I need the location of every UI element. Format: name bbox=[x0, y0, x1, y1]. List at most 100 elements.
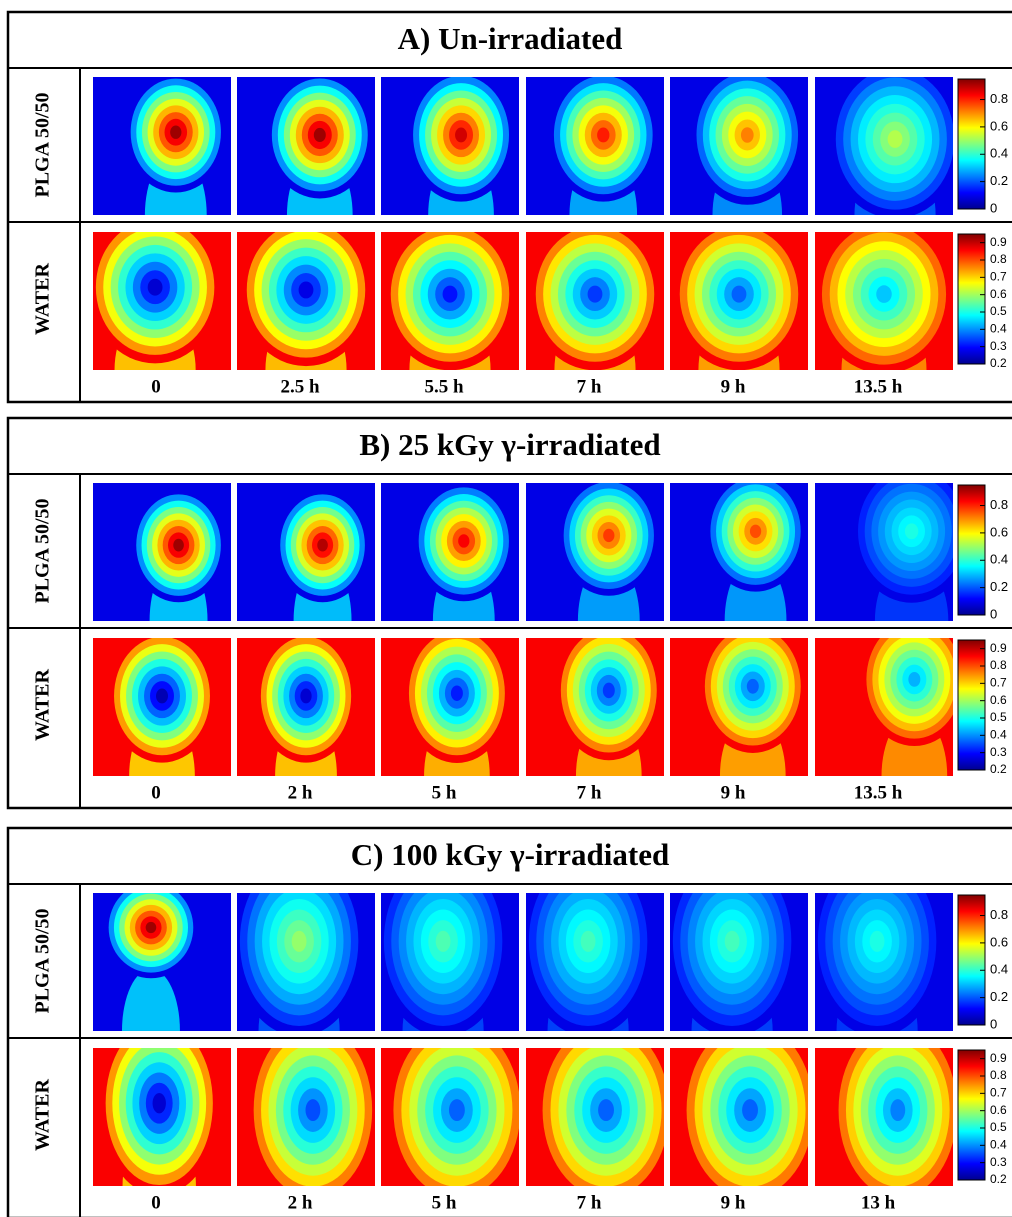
heatmap-image bbox=[93, 638, 231, 776]
colorbar-tick-label: 0.6 bbox=[990, 287, 1007, 301]
heatmap-image bbox=[93, 483, 231, 621]
colorbar-tick-label: 0.5 bbox=[990, 1120, 1007, 1134]
heatmap-image bbox=[815, 77, 953, 215]
panel-frame bbox=[6, 416, 1012, 810]
colorbar-tick-label: 0.4 bbox=[990, 1138, 1007, 1152]
heatmap-image bbox=[237, 1048, 375, 1186]
colorbar bbox=[957, 484, 986, 616]
heatmap-image bbox=[381, 893, 519, 1031]
colorbar-tick-label: 0.6 bbox=[990, 1103, 1007, 1117]
heatmap-image bbox=[237, 638, 375, 776]
heatmap-image bbox=[670, 77, 808, 215]
colorbar bbox=[957, 894, 986, 1026]
colorbar-tick-label: 0.6 bbox=[990, 934, 1008, 949]
time-label: 0 bbox=[151, 1192, 161, 1213]
heatmap-image bbox=[815, 232, 953, 370]
panel-frame bbox=[6, 826, 1012, 1217]
time-label: 7 h bbox=[577, 782, 602, 803]
colorbar bbox=[957, 78, 986, 210]
heatmap-image bbox=[815, 483, 953, 621]
heatmap-image bbox=[526, 77, 664, 215]
panel-title: C) 100 kGy γ-irradiated bbox=[351, 837, 669, 872]
time-label: 5.5 h bbox=[424, 376, 464, 397]
colorbar-tick-label: 0 bbox=[990, 1016, 997, 1031]
time-label: 13 h bbox=[861, 1192, 896, 1213]
colorbar-tick-label: 0.8 bbox=[990, 497, 1008, 512]
heatmap-image bbox=[670, 638, 808, 776]
colorbar-tick-label: 0.8 bbox=[990, 252, 1007, 266]
time-label: 2 h bbox=[288, 1192, 313, 1213]
colorbar-tick-label: 0.8 bbox=[990, 658, 1007, 672]
heatmap-image bbox=[381, 77, 519, 215]
heatmap-image bbox=[815, 638, 953, 776]
row-label: WATER bbox=[32, 669, 54, 741]
heatmap-image bbox=[815, 893, 953, 1031]
colorbar-tick-label: 0 bbox=[990, 606, 997, 621]
colorbar-tick-label: 0.7 bbox=[990, 1086, 1007, 1100]
heatmap-image bbox=[670, 232, 808, 370]
colorbar-tick-label: 0 bbox=[990, 200, 997, 215]
heatmap-image bbox=[381, 1048, 519, 1186]
row-label: WATER bbox=[32, 263, 54, 335]
colorbar-tick-label: 0.4 bbox=[990, 146, 1008, 161]
heatmap-image bbox=[93, 1048, 231, 1186]
colorbar-tick-label: 0.8 bbox=[990, 907, 1008, 922]
colorbar-tick-label: 0.8 bbox=[990, 91, 1008, 106]
time-label: 0 bbox=[151, 376, 161, 397]
time-label: 7 h bbox=[577, 376, 602, 397]
colorbar-tick-label: 0.3 bbox=[990, 745, 1007, 759]
colorbar-tick-label: 0.6 bbox=[990, 524, 1008, 539]
heatmap-image bbox=[237, 893, 375, 1031]
colorbar-tick-label: 0.5 bbox=[990, 710, 1007, 724]
colorbar-tick-label: 0.3 bbox=[990, 1155, 1007, 1169]
colorbar-tick-label: 0.4 bbox=[990, 962, 1008, 977]
colorbar-tick-label: 0.8 bbox=[990, 1068, 1007, 1082]
heatmap-image bbox=[670, 1048, 808, 1186]
heatmap-image bbox=[381, 638, 519, 776]
time-label: 13.5 h bbox=[854, 376, 903, 397]
time-label: 9 h bbox=[721, 376, 746, 397]
time-label: 2.5 h bbox=[280, 376, 320, 397]
time-label: 2 h bbox=[288, 782, 313, 803]
heatmap-image bbox=[381, 232, 519, 370]
colorbar-tick-label: 0.9 bbox=[990, 641, 1007, 655]
colorbar-tick-label: 0.2 bbox=[990, 989, 1008, 1004]
colorbar bbox=[957, 639, 986, 771]
colorbar-tick-label: 0.7 bbox=[990, 676, 1007, 690]
colorbar-tick-label: 0.4 bbox=[990, 322, 1007, 336]
time-label: 0 bbox=[151, 782, 161, 803]
time-label: 5 h bbox=[432, 1192, 457, 1213]
heatmap-image bbox=[93, 232, 231, 370]
time-label: 9 h bbox=[721, 782, 746, 803]
colorbar-tick-label: 0.2 bbox=[990, 173, 1008, 188]
colorbar-tick-label: 0.2 bbox=[990, 1172, 1007, 1186]
heatmap-image bbox=[670, 483, 808, 621]
colorbar-tick-label: 0.2 bbox=[990, 579, 1008, 594]
heatmap-image bbox=[526, 638, 664, 776]
time-label: 7 h bbox=[577, 1192, 602, 1213]
heatmap-image bbox=[526, 1048, 664, 1186]
time-label: 9 h bbox=[721, 1192, 746, 1213]
colorbar-tick-label: 0.4 bbox=[990, 552, 1008, 567]
colorbar-tick-label: 0.2 bbox=[990, 356, 1007, 370]
colorbar-tick-label: 0.4 bbox=[990, 728, 1007, 742]
colorbar-tick-label: 0.9 bbox=[990, 235, 1007, 249]
row-label: PLGA 50/50 bbox=[32, 498, 54, 603]
heatmap-image bbox=[381, 483, 519, 621]
heatmap-image bbox=[526, 232, 664, 370]
colorbar-tick-label: 0.3 bbox=[990, 339, 1007, 353]
row-label: PLGA 50/50 bbox=[32, 92, 54, 197]
panel-title: A) Un-irradiated bbox=[398, 21, 623, 56]
heatmap-image bbox=[93, 893, 231, 1031]
heatmap-image bbox=[670, 893, 808, 1031]
panel-frame bbox=[6, 10, 1012, 404]
time-label: 5 h bbox=[432, 782, 457, 803]
colorbar bbox=[957, 233, 986, 365]
panel-title: B) 25 kGy γ-irradiated bbox=[359, 427, 660, 462]
colorbar-tick-label: 0.5 bbox=[990, 304, 1007, 318]
heatmap-image bbox=[815, 1048, 953, 1186]
time-label: 13.5 h bbox=[854, 782, 903, 803]
heatmap-image bbox=[526, 893, 664, 1031]
heatmap-image bbox=[237, 232, 375, 370]
